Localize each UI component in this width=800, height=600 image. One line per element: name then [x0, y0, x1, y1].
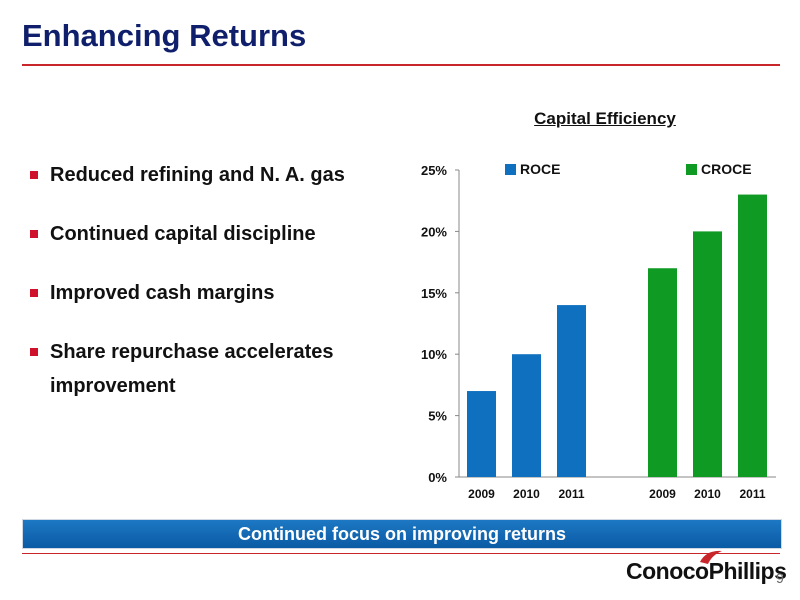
x-tick-label: 2011 — [558, 487, 584, 501]
legend-label-croce: CROCE — [701, 161, 752, 177]
x-tick-label: 2009 — [468, 487, 495, 501]
chart-title: Capital Efficiency — [534, 109, 676, 128]
x-tick-label: 2011 — [739, 487, 765, 501]
logo-flame-icon — [700, 550, 722, 564]
footer-divider — [22, 553, 780, 554]
summary-banner: Continued focus on improving returns — [22, 519, 782, 549]
y-tick-label: 5% — [428, 409, 447, 424]
y-tick-label: 0% — [428, 470, 447, 485]
y-tick-label: 20% — [421, 224, 447, 239]
bullet-list: Reduced refining and N. A. gas Continued… — [30, 158, 370, 428]
bar-croce-2009 — [648, 268, 677, 477]
x-tick-label: 2010 — [513, 487, 540, 501]
bar-croce-2010 — [693, 231, 722, 477]
bullet-item: Continued capital discipline — [30, 217, 370, 251]
bullet-item: Reduced refining and N. A. gas — [30, 158, 370, 192]
bullet-item: Share repurchase accelerates improvement — [30, 335, 370, 403]
legend-label-roce: ROCE — [520, 161, 560, 177]
x-tick-label: 2010 — [694, 487, 721, 501]
bar-roce-2011 — [557, 305, 586, 477]
y-tick-label: 15% — [421, 286, 447, 301]
capital-efficiency-chart: 0% 5% 10% 15% 20% 25% 2009 2010 2011 ROCE 2009 2010… — [421, 161, 776, 501]
slide-title: Enhancing Returns — [22, 18, 307, 53]
page-number: 9 — [776, 570, 784, 586]
bullet-item: Improved cash margins — [30, 276, 370, 310]
legend-swatch-roce — [505, 164, 516, 175]
title-divider — [22, 64, 780, 66]
y-tick-label: 25% — [421, 163, 447, 178]
x-tick-label: 2009 — [649, 487, 676, 501]
bar-croce-2011 — [738, 194, 767, 477]
y-tick-label: 10% — [421, 347, 447, 362]
bar-roce-2010 — [512, 354, 541, 477]
bar-roce-2009 — [467, 391, 496, 477]
legend-swatch-croce — [686, 164, 697, 175]
